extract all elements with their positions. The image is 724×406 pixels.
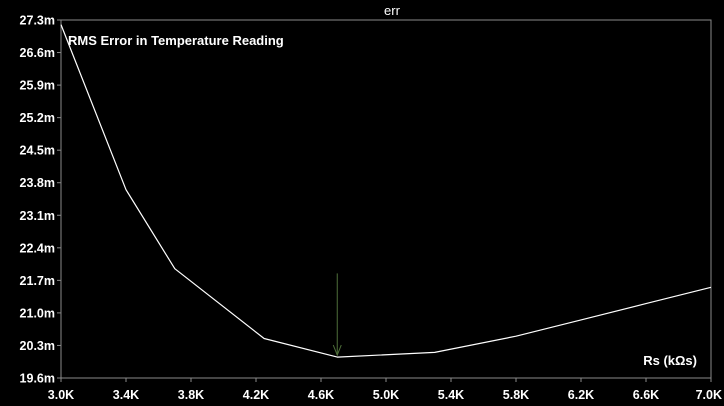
chart-title: err	[384, 3, 401, 18]
x-tick-label: 7.0K	[696, 388, 722, 402]
x-axis-ticks: 3.0K 3.4K 3.8K 4.2K 4.6K 5.0K 5.4K 5.8K 6.2K 6.6K…	[48, 378, 722, 402]
series-line	[60, 24, 712, 358]
y-tick-label: 21.0m	[20, 306, 55, 320]
x-tick-label: 5.8K	[503, 388, 529, 402]
x-tick-label: 6.2K	[568, 388, 594, 402]
y-tick-label: 21.7m	[20, 274, 55, 288]
y-tick-label: 19.6m	[20, 372, 55, 386]
y-tick-label: 27.3m	[20, 14, 55, 28]
y-axis-ticks: 27.3m 26.6m 25.9m 25.2m 24.5m 23.8m 23.1m 22.4m…	[20, 14, 61, 386]
y-tick-label: 24.5m	[20, 144, 55, 158]
x-tick-label: 5.0K	[373, 388, 399, 402]
x-tick-label: 3.8K	[178, 388, 204, 402]
y-tick-label: 25.9m	[20, 79, 55, 93]
x-tick-label: 3.4K	[113, 388, 139, 402]
x-axis-label: Rs (kΩs)	[643, 353, 697, 368]
y-tick-label: 23.8m	[20, 176, 55, 190]
y-tick-label: 20.3m	[20, 339, 55, 353]
x-tick-label: 3.0K	[48, 388, 74, 402]
minimum-marker-arrowhead	[332, 344, 342, 357]
series-group	[60, 24, 712, 358]
plot-annotation: RMS Error in Temperature Reading	[68, 33, 284, 48]
y-tick-label: 23.1m	[20, 209, 55, 223]
x-tick-label: 4.2K	[243, 388, 269, 402]
x-tick-label: 4.6K	[308, 388, 334, 402]
y-tick-label: 26.6m	[20, 46, 55, 60]
x-tick-label: 5.4K	[438, 388, 464, 402]
plot-frame	[60, 19, 712, 379]
x-tick-label: 6.6K	[633, 388, 659, 402]
y-tick-label: 25.2m	[20, 111, 55, 125]
y-tick-label: 22.4m	[20, 241, 55, 255]
